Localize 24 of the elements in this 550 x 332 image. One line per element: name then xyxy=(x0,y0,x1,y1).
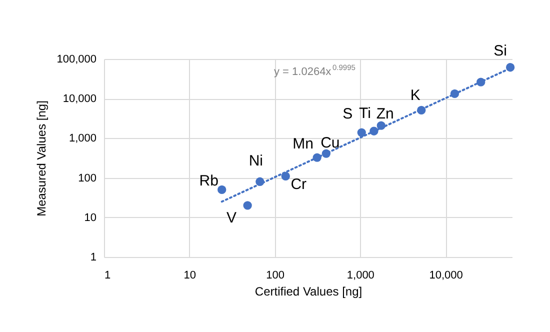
annotation: Zn xyxy=(376,106,394,123)
annotation: Si xyxy=(494,42,507,60)
annotation: K xyxy=(410,87,420,104)
x-tick-label: 10 xyxy=(184,270,196,282)
y-tick-label: 1,000 xyxy=(68,132,96,145)
x-tick-label: 1 xyxy=(104,270,111,282)
y-tick-label: 100 xyxy=(78,172,96,184)
x-tick-label: 10,000 xyxy=(429,270,463,282)
y-axis-title: Measured Values [ng] xyxy=(34,100,49,216)
annotation: Ni xyxy=(248,152,264,170)
annotation: V xyxy=(226,209,237,226)
annotation: Cr xyxy=(290,176,307,194)
x-tick-label: 100 xyxy=(266,270,284,282)
x-tick-label: 1,000 xyxy=(346,270,374,282)
y-tick-label: 1 xyxy=(90,252,96,264)
annotation: S xyxy=(342,106,353,123)
x-axis-title: Certified Values [ng] xyxy=(254,284,362,298)
annotation: Ti xyxy=(358,105,371,122)
annotation: Mn xyxy=(292,136,314,153)
annotation: Cu xyxy=(320,134,340,152)
y-tick-label: 10 xyxy=(84,212,96,224)
annotation: Rb xyxy=(199,172,218,190)
y-tick-label: 100,000 xyxy=(56,54,96,66)
y-tick-label: 10,000 xyxy=(62,93,96,106)
